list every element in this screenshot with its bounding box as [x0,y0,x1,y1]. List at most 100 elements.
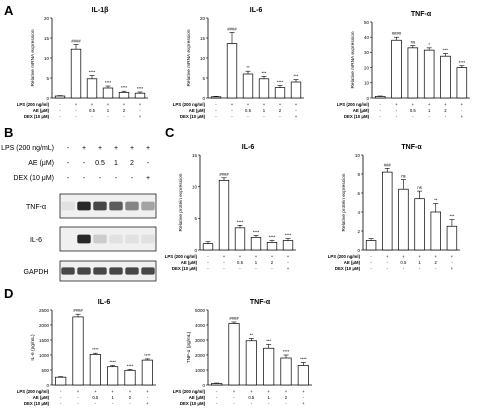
blot-band [77,201,91,211]
treatment-row-label: DEX (10 μM) [180,401,206,406]
y-tick-label: 0 [357,248,360,253]
treatment-value: + [107,102,110,107]
treatment-value: + [239,254,242,259]
blot-band [109,201,123,211]
significance-label: **** [89,70,96,75]
bar [234,227,246,251]
treatment-value: - [77,395,79,400]
bar [134,92,146,99]
treatment-row-label: DEX (10 μM) [24,114,50,119]
treatment-value: 0.5 [245,108,252,113]
treatment-value: - [396,114,398,119]
treatment-value: - [419,266,421,271]
treatment-value: 1 [428,108,431,113]
panel-letter-b: B [4,125,13,140]
treatment-row-label: DEX (10 μM) [335,266,361,271]
y-tick-label: 5 [202,76,205,81]
treatment-value: + [91,102,94,107]
significance-label: ns [401,174,405,179]
significance-label: *** [449,214,454,219]
significance-label: #### [229,316,239,321]
treatment-value: 1 [267,395,270,400]
treatment-value: + [451,266,454,271]
y-tick-label: 0 [366,96,369,101]
significance-label: **** [459,60,466,65]
y-tick-label: 10 [200,56,206,61]
y-tick-label: 5 [194,216,197,221]
significance-label: **** [277,80,284,85]
treatment-value: + [285,389,288,394]
bar [107,366,119,386]
treatment-value: - [107,114,109,119]
significance-label: ** [250,333,254,338]
chart-title: TNF-α [401,144,422,151]
treatment-value: - [207,254,209,259]
treatment-value: - [216,395,218,400]
blot-strip-frame [59,226,157,252]
significance-label: **** [127,363,134,368]
panel-letter-d: D [4,286,13,301]
treatment-value: - [295,108,297,113]
bar [398,188,409,251]
treatment-value: - [403,266,405,271]
treatment-value: - [207,260,209,265]
y-tick-label: 0 [202,96,205,101]
blot-treatment-label: DEX (10 μM) [13,175,54,182]
treatment-value: - [451,260,453,265]
treatment-value: 2 [129,395,132,400]
bar [242,73,254,99]
treatment-value: + [428,102,431,107]
treatment-value: - [129,401,131,406]
treatment-value: 1 [255,260,258,265]
treatment-value: - [77,401,79,406]
y-tick-label: 1000 [39,353,50,358]
treatment-value: - [396,108,398,113]
treatment-row-label: DEX (10 μM) [172,266,198,271]
blot-band-label: IL-6 [30,237,42,244]
treatment-value: + [295,114,298,119]
treatment-value: 0.5 [248,395,255,400]
treatment-value: - [123,114,125,119]
blot-lane-value: + [114,145,118,152]
y-tick-label: 0 [46,96,49,101]
significance-label: *** [266,339,271,344]
bar [202,243,214,251]
bar [54,95,66,99]
treatment-value: + [139,102,142,107]
bar [102,87,114,99]
bar [245,340,257,386]
bar [263,347,275,386]
significance-label: **** [137,86,144,91]
bar [72,316,84,386]
blot-lane-value: + [146,145,150,152]
treatment-value: 0.5 [400,260,407,265]
treatment-value: - [216,389,218,394]
blot-band [61,267,75,275]
treatment-value: - [445,114,447,119]
bar [258,78,270,99]
treatment-value: + [233,389,236,394]
significance-label: *** [443,47,448,52]
bar [414,198,425,251]
treatment-value: - [75,114,77,119]
bar [226,43,238,99]
significance-label: ns [417,185,421,190]
treatment-value: 1 [263,108,266,113]
significance-label: ### [384,162,392,167]
blot-band [125,201,139,211]
treatment-value: + [139,114,142,119]
treatment-value: + [111,389,114,394]
treatment-value: - [370,266,372,271]
panel-letter-c: C [165,125,175,140]
chart-tnfa_elisa: TNF-α 0 1000 2000 3000 4000 5000 TNF-α (pg/mL) #… [173,299,312,406]
bar [456,67,468,99]
treatment-row-label: AE (μM) [33,108,50,113]
treatment-value: - [387,266,389,271]
significance-label: **** [92,347,99,352]
treatment-value: - [59,102,61,107]
y-axis-label: Relative protein expression [341,173,347,231]
treatment-value: + [418,254,421,259]
treatment-value: + [94,389,97,394]
treatment-value: 2 [279,108,282,113]
treatment-value: + [451,254,454,259]
